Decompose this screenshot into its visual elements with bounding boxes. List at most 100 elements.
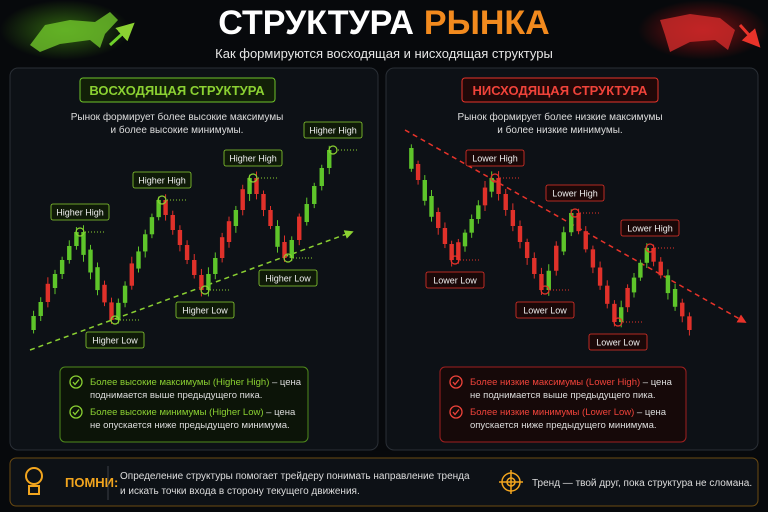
candle-body xyxy=(74,232,79,246)
candle-body xyxy=(282,242,287,258)
candle-body xyxy=(149,217,155,235)
pivot-label-box xyxy=(303,121,363,139)
up-points-box xyxy=(59,366,309,443)
candle-body xyxy=(297,216,302,240)
point-line: Более высокие максимумы (Higher High) – … xyxy=(90,377,302,388)
point-line: не поднимается выше предыдущего пика. xyxy=(470,390,656,401)
candle-body xyxy=(672,289,678,307)
pivot-label: Higher High xyxy=(138,176,186,186)
point-line: Более низкие минимумы (Lower Low) – цена xyxy=(470,407,667,418)
candle-body xyxy=(240,189,245,210)
candle-body xyxy=(199,275,204,290)
check-mark xyxy=(452,379,460,386)
candle-body xyxy=(619,307,624,322)
candle-body xyxy=(304,204,309,222)
candle-body xyxy=(261,194,266,210)
down-points-box xyxy=(439,366,687,443)
pivot-marker xyxy=(200,285,210,295)
pivot-marker xyxy=(645,243,655,253)
bull-arrow xyxy=(108,22,135,47)
candle-body xyxy=(597,267,603,286)
check-mark xyxy=(452,409,460,416)
down-title-box xyxy=(461,77,659,103)
candle-body xyxy=(554,245,559,271)
footer-text: Определение структуры помогает трейдеру … xyxy=(120,471,470,482)
candle-body xyxy=(409,148,414,169)
candle-body xyxy=(532,258,537,274)
point-line: Более высокие минимумы (Higher Low) – це… xyxy=(90,407,296,418)
candle-body xyxy=(109,302,114,320)
down-trendline xyxy=(404,129,747,323)
pivot-label: Higher High xyxy=(229,154,277,164)
candle-body xyxy=(233,210,239,226)
candle-body xyxy=(136,251,141,269)
pivot-label: Lower Low xyxy=(523,306,567,316)
candle-body xyxy=(625,287,630,308)
candle-body xyxy=(605,285,610,304)
candle-body xyxy=(268,210,273,226)
candle-body xyxy=(177,230,183,245)
candle-body xyxy=(449,244,454,260)
up-title: ВОСХОДЯЩАЯ СТРУКТУРА xyxy=(89,83,265,98)
candle-body xyxy=(67,246,72,260)
pivot-marker xyxy=(328,145,338,155)
target-icon xyxy=(499,470,523,494)
candle-body xyxy=(524,242,530,258)
pivot-labels: Higher High Higher Low Higher High Higher L… xyxy=(50,121,680,351)
candle-body xyxy=(612,303,617,322)
point-highlight: Более низкие максимумы (Lower High) xyxy=(470,377,640,388)
title: СТРУКТУРА РЫНКА xyxy=(218,4,549,42)
points: Более высокие максимумы (Higher High) – … xyxy=(69,375,673,431)
candle-body xyxy=(163,200,168,215)
down-description: Рынок формирует более низкие максимумы xyxy=(457,111,662,123)
candle-body xyxy=(442,228,448,244)
candle-body xyxy=(456,242,461,260)
pivot-marker xyxy=(157,195,167,205)
check-mark xyxy=(72,379,80,386)
candle-body xyxy=(45,283,51,302)
pivot-marker xyxy=(490,173,500,183)
point-line: Более низкие максимумы (Lower High) – це… xyxy=(470,377,673,388)
candle-body xyxy=(462,232,468,247)
subtitle: Как формируются восходящая и нисходящая … xyxy=(215,46,553,61)
pivot-label: Lower High xyxy=(472,154,518,164)
pivot-marker xyxy=(248,173,258,183)
pivot-label-box xyxy=(425,271,485,289)
point-highlight: Более высокие минимумы (Higher Low) xyxy=(90,407,264,418)
candle-body xyxy=(436,212,441,228)
pivot-label: Lower High xyxy=(627,224,673,234)
candle-body xyxy=(213,258,218,274)
candle-body xyxy=(422,180,427,201)
pivot-label: Lower Low xyxy=(596,338,640,348)
candle-body xyxy=(170,215,175,230)
point-line: не опускается ниже предыдущего минимума. xyxy=(90,420,290,431)
pivot-marker xyxy=(75,227,85,237)
pivot-label-box xyxy=(175,301,235,319)
check-icon xyxy=(449,405,463,419)
candle-body xyxy=(275,226,280,247)
check-mark xyxy=(72,409,80,416)
point-line: поднимается выше предыдущего пика. xyxy=(90,390,262,401)
candle-body xyxy=(415,164,421,180)
candle-body xyxy=(469,219,474,233)
title-part: СТРУКТУРА xyxy=(218,4,414,42)
pivot-label-box xyxy=(85,331,145,349)
pivot-marker xyxy=(450,255,460,265)
pivot-label-box xyxy=(132,171,192,189)
candle-body xyxy=(226,221,232,242)
pivot-label-box xyxy=(545,184,605,202)
title-part: РЫНКА xyxy=(424,4,550,42)
point-highlight: Более высокие максимумы (Higher High) xyxy=(90,377,269,388)
candle-body xyxy=(52,274,58,288)
candle-body xyxy=(143,234,148,252)
candle-body xyxy=(489,178,494,192)
candle-body xyxy=(206,274,211,290)
check-icon xyxy=(69,405,83,419)
candle-body xyxy=(31,316,36,330)
candle-body xyxy=(116,302,121,320)
candle-body xyxy=(184,245,190,260)
candle-body xyxy=(247,178,252,194)
pivot-label: Higher High xyxy=(309,126,357,136)
up-title-box xyxy=(79,77,276,103)
